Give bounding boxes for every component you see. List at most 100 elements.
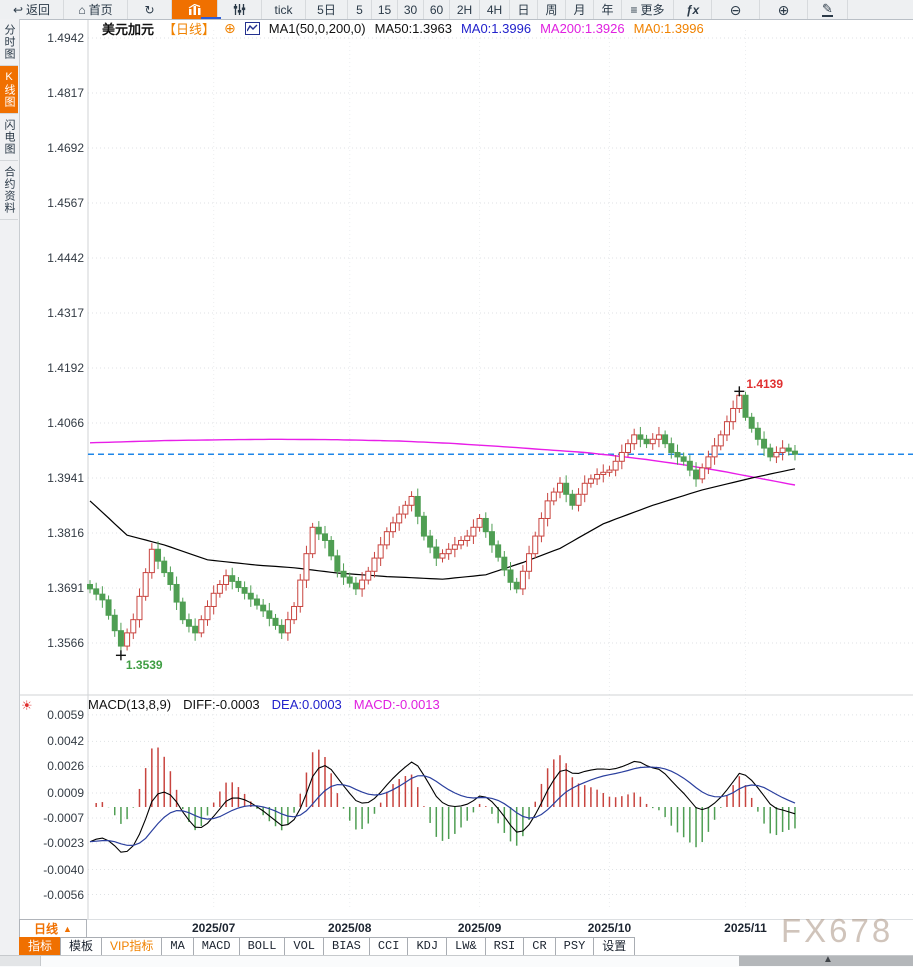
- period-year-button[interactable]: 年: [594, 0, 622, 19]
- more-button[interactable]: ≡ 更多: [622, 0, 674, 19]
- period-week-button[interactable]: 周: [538, 0, 566, 19]
- tab-vip[interactable]: VIP指标: [101, 937, 163, 956]
- price-tick-label: 1.4942: [47, 31, 84, 45]
- macd-tick-label: -0.0056: [43, 887, 84, 902]
- back-icon: ↩: [12, 2, 24, 17]
- refresh-icon: ↻: [144, 2, 155, 17]
- macd-tick-label: -0.0040: [43, 862, 84, 877]
- low-price-annotation: 1.3539: [125, 658, 163, 673]
- tab-settings[interactable]: 设置: [593, 937, 636, 956]
- ma0-value-blue: MA0:1.3996: [460, 21, 532, 36]
- macd-header: MACD(13,8,9) DIFF:-0.0003 DEA:0.0003 MAC…: [88, 697, 440, 712]
- fx-button[interactable]: ƒx: [674, 0, 712, 19]
- back-button[interactable]: ↩ 返回: [0, 0, 64, 19]
- ma200-value: MA200:1.3926: [540, 21, 625, 36]
- period-5-button-label: 5: [356, 2, 363, 17]
- period-60-button-label: 60: [429, 2, 444, 17]
- period-2h-button[interactable]: 2H: [450, 0, 480, 19]
- zoomout-icon: ⊖: [729, 1, 742, 18]
- macd-tick-label: -0.0023: [43, 835, 84, 850]
- menu-icon: ≡: [630, 2, 638, 17]
- tab-indicator[interactable]: 指标: [19, 937, 62, 956]
- zoom-out-button[interactable]: ⊖: [712, 0, 760, 19]
- tab-template[interactable]: 模板: [60, 937, 103, 956]
- fx-icon: ƒx: [685, 2, 700, 17]
- tick-button-label: tick: [274, 2, 293, 17]
- horizontal-scrollbar[interactable]: ▲: [0, 954, 913, 967]
- chart-canvas[interactable]: [19, 19, 913, 956]
- macd-title: MACD(13,8,9): [88, 697, 172, 712]
- period-4h-button[interactable]: 4H: [480, 0, 510, 19]
- home-button[interactable]: ⌂ 首页: [64, 0, 128, 19]
- date-tick-label: 2025/10: [587, 921, 632, 935]
- tab-cr[interactable]: CR: [523, 937, 556, 956]
- indicator-settings-button[interactable]: [218, 0, 262, 19]
- sidebar-item-time-chart[interactable]: 分时图: [0, 19, 18, 66]
- chart-header: 美元加元 【日线】 ⊕ MA1(50,0,200,0) MA50:1.3963 …: [102, 20, 704, 37]
- tab-rsi[interactable]: RSI: [484, 937, 525, 956]
- indicator-tab-bar: 指标 模板 VIP指标 MA MACD BOLL VOL BIAS CCI KDJ LW& RSI CR…: [19, 937, 636, 956]
- date-tick-label: 2025/08: [328, 921, 372, 935]
- period-year-button-label: 年: [601, 3, 614, 17]
- price-tick-label: 1.3566: [47, 636, 84, 650]
- tab-kdj[interactable]: KDJ: [407, 937, 448, 956]
- chevron-up-icon: ▲: [63, 923, 72, 934]
- macd-tick-label: 0.0009: [47, 785, 84, 800]
- tab-bias[interactable]: BIAS: [323, 937, 370, 956]
- period-week-button-label: 周: [545, 3, 558, 17]
- sliders-icon: [233, 4, 246, 15]
- period-month-button[interactable]: 月: [566, 0, 594, 19]
- period-15-button-label: 15: [377, 2, 392, 17]
- zoom-in-button[interactable]: ⊕: [760, 0, 808, 19]
- tab-lwr[interactable]: LW&: [446, 937, 486, 956]
- kline-chart-button[interactable]: [172, 0, 218, 19]
- refresh-button[interactable]: ↻: [128, 0, 172, 19]
- tick-button[interactable]: tick: [262, 0, 306, 19]
- price-tick-label: 1.4192: [47, 361, 84, 375]
- macd-tick-label: -0.0007: [43, 810, 84, 825]
- period-15-button[interactable]: 15: [372, 0, 398, 19]
- sidebar-item-contract-info[interactable]: 合约资料: [0, 161, 18, 220]
- tab-cci[interactable]: CCI: [368, 937, 409, 956]
- macd-macd-value: MACD:-0.0013: [353, 697, 440, 712]
- high-price-annotation: 1.4139: [746, 377, 784, 392]
- macd-dea-value: DEA:0.0003: [271, 697, 342, 712]
- price-tick-label: 1.4567: [47, 196, 84, 210]
- period-5d-button-label: 5日: [317, 3, 336, 17]
- period-4h-button-label: 4H: [486, 2, 503, 17]
- period-30-button[interactable]: 30: [398, 0, 424, 19]
- sidebar-item-lightning[interactable]: 闪电图: [0, 114, 18, 161]
- price-tick-label: 1.3941: [47, 471, 84, 485]
- tab-vol[interactable]: VOL: [284, 937, 325, 956]
- home-icon: ⌂: [78, 2, 86, 17]
- period-5-button[interactable]: 5: [348, 0, 372, 19]
- bottom-date-row: [19, 919, 913, 938]
- sidebar-item-kline[interactable]: K线图: [0, 66, 18, 114]
- date-tick-label: 2025/07: [191, 921, 236, 935]
- back-button-label: 返回: [26, 3, 51, 17]
- macd-settings-icon[interactable]: ☀: [21, 698, 33, 713]
- scrollbar-handle[interactable]: ▲: [739, 954, 913, 966]
- period-selector[interactable]: 日线 ▲: [19, 919, 87, 938]
- left-sidebar: 分时图 K线图 闪电图 合约资料: [0, 19, 20, 967]
- add-indicator-icon[interactable]: ⊕: [224, 20, 236, 36]
- price-tick-label: 1.3691: [47, 581, 84, 595]
- macd-tick-label: 0.0059: [47, 707, 84, 722]
- tab-macd[interactable]: MACD: [192, 937, 240, 956]
- macd-tick-label: 0.0042: [47, 734, 84, 749]
- period-day-button[interactable]: 日: [510, 0, 538, 19]
- home-button-label: 首页: [88, 3, 113, 17]
- tab-boll[interactable]: BOLL: [238, 937, 286, 956]
- more-button-label: 更多: [640, 3, 665, 17]
- tab-psy[interactable]: PSY: [554, 937, 595, 956]
- ma50-value: MA50:1.3963: [374, 21, 452, 36]
- period-month-button-label: 月: [573, 3, 586, 17]
- active-tool-indicator: [201, 17, 221, 19]
- price-tick-label: 1.4066: [47, 416, 84, 430]
- price-tick-label: 1.4817: [47, 86, 84, 100]
- draw-button[interactable]: ✎: [808, 0, 848, 19]
- period-5d-button[interactable]: 5日: [306, 0, 348, 19]
- tab-ma[interactable]: MA: [161, 937, 194, 956]
- period-60-button[interactable]: 60: [424, 0, 450, 19]
